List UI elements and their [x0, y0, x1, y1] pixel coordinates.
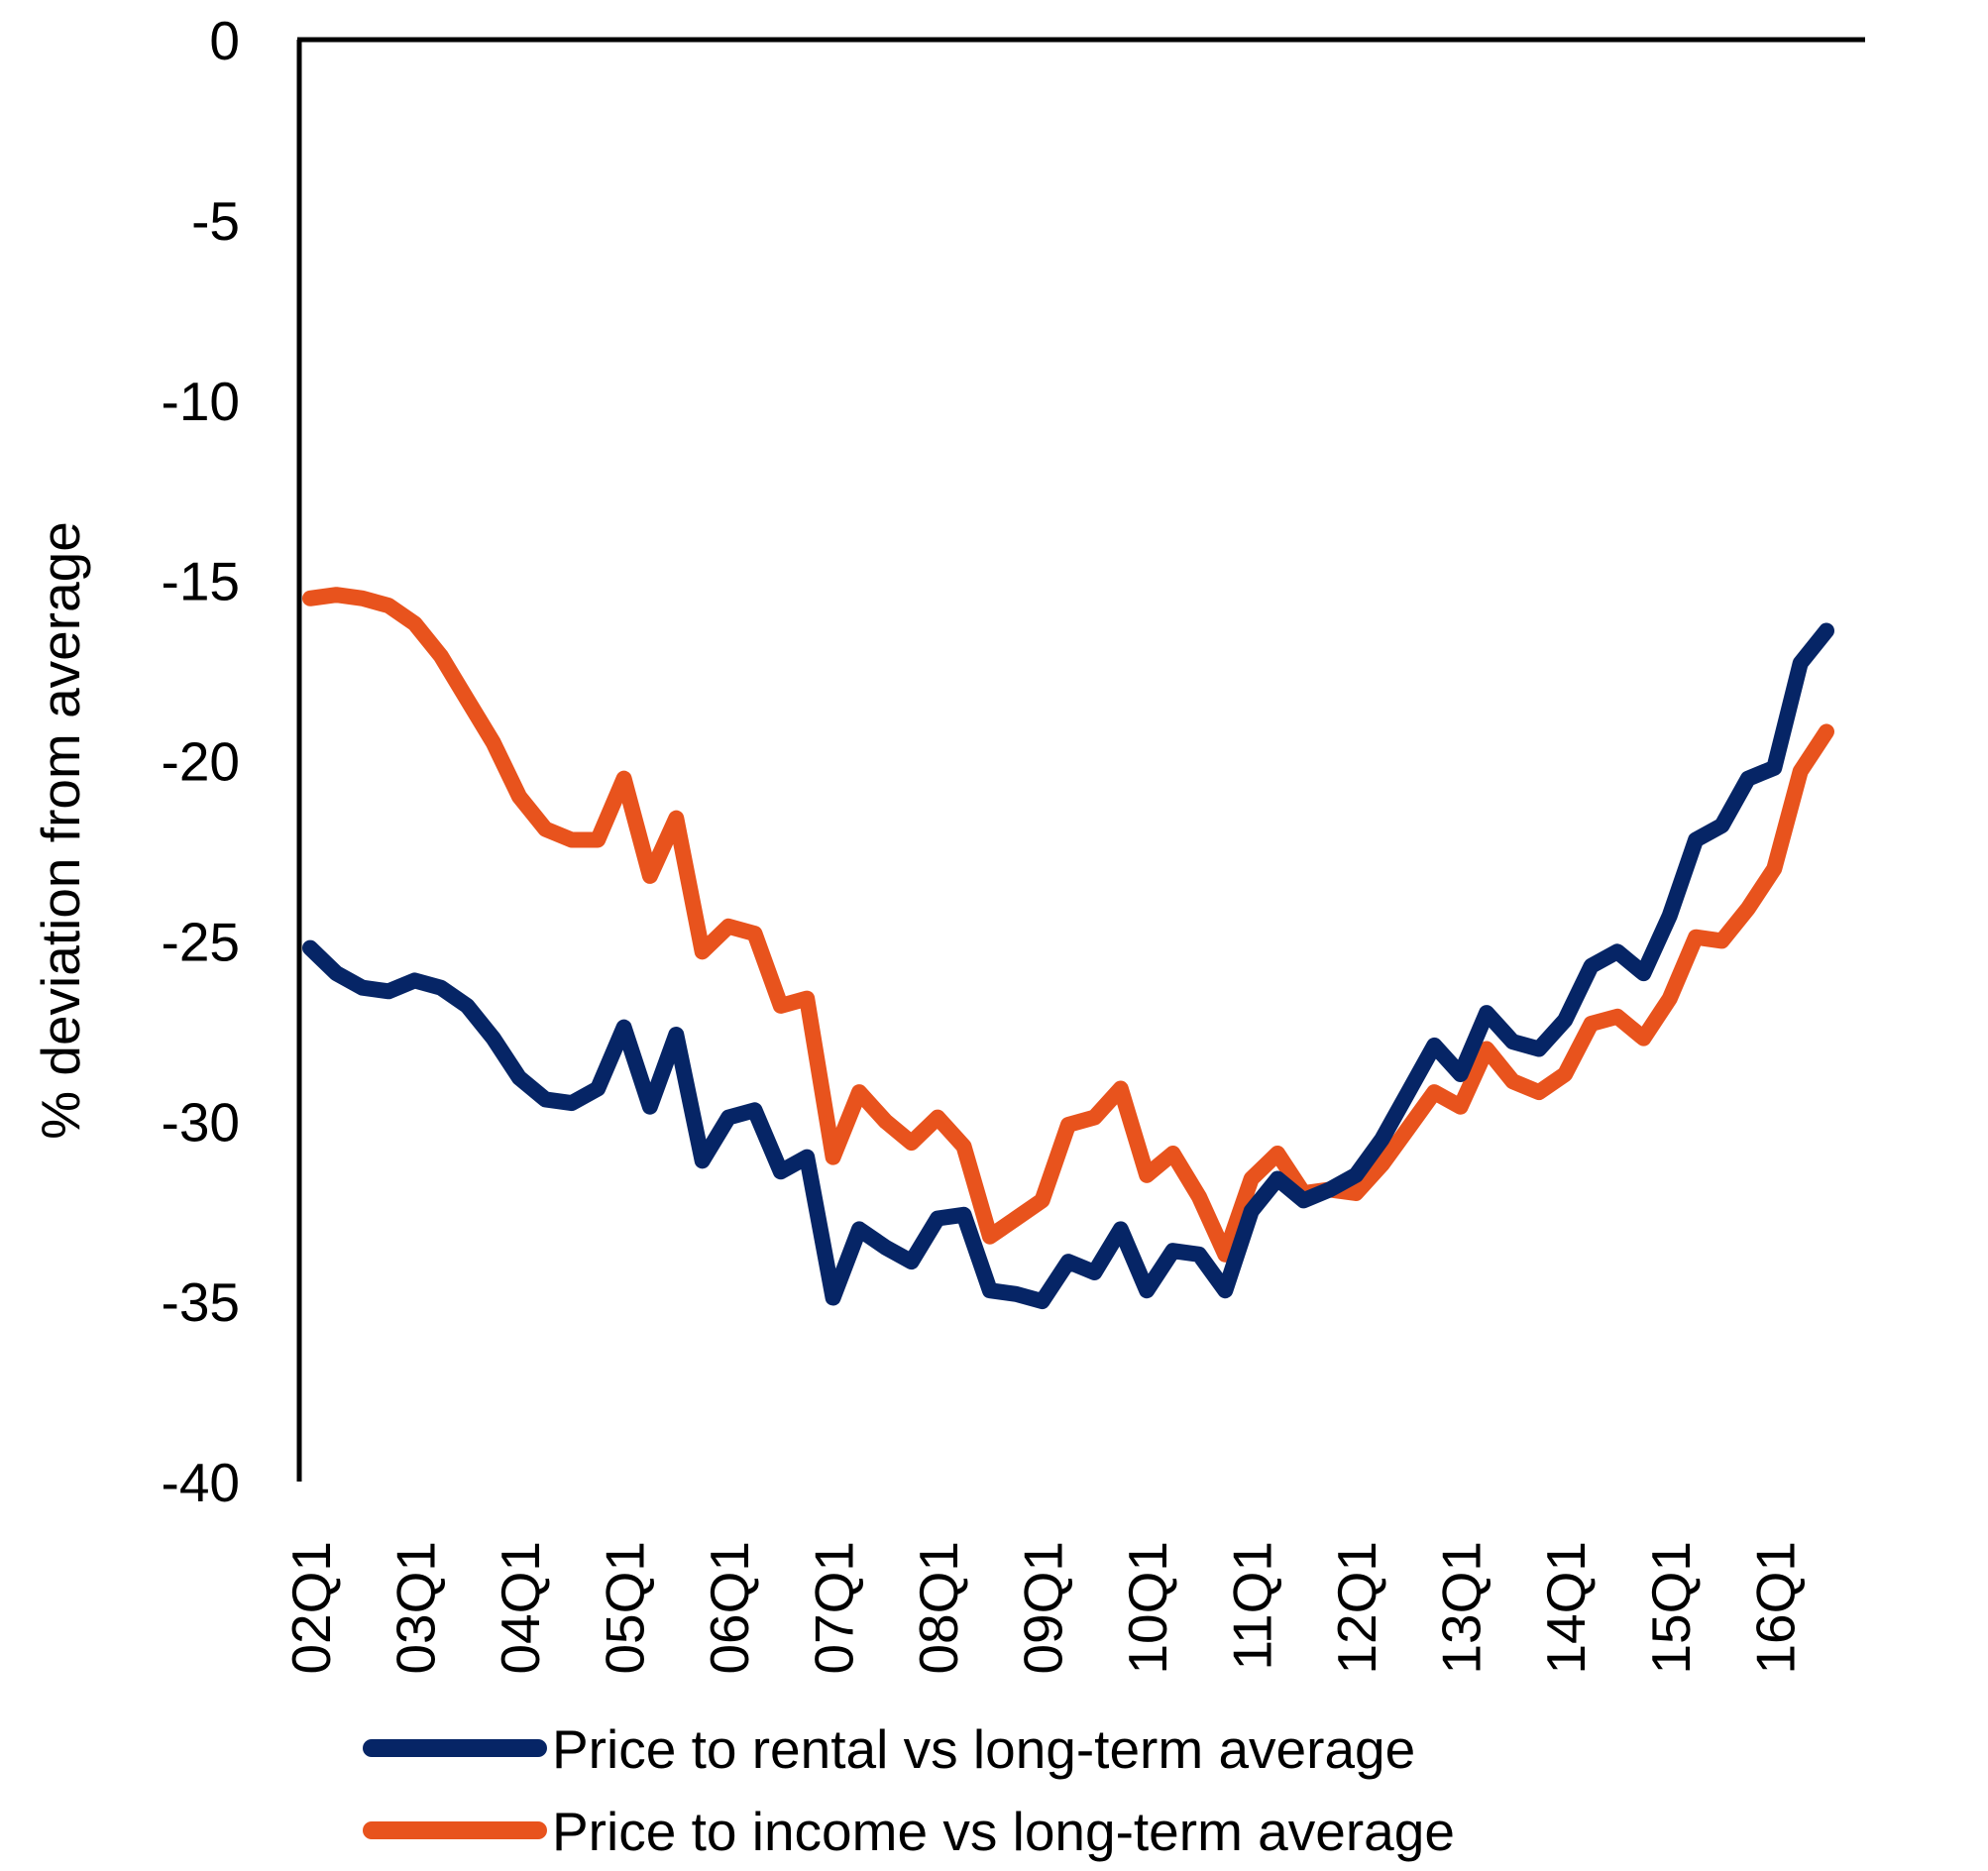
x-tick-label: 14Q1	[1535, 1541, 1597, 1675]
x-tick-label: 09Q1	[1013, 1541, 1074, 1675]
y-tick-labels: 0 -5 -10 -15 -20 -25 -30 -35 -40	[162, 10, 241, 1513]
x-tick-label: 04Q1	[490, 1541, 551, 1675]
y-tick-label: -30	[162, 1091, 241, 1153]
y-tick-label: -10	[162, 371, 241, 432]
x-tick-label: 12Q1	[1326, 1541, 1387, 1675]
legend-item: Price to income vs long-term average	[363, 1801, 1455, 1862]
y-tick-label: -20	[162, 731, 241, 793]
x-tick-label: 15Q1	[1640, 1541, 1702, 1675]
x-tick-label: 11Q1	[1222, 1541, 1283, 1670]
x-tick-label: 08Q1	[908, 1541, 969, 1675]
legend-label: Price to income vs long-term average	[552, 1801, 1455, 1862]
series-lines	[302, 587, 1834, 1310]
y-tick-label: -35	[162, 1271, 241, 1333]
x-tick-labels: 02Q1 03Q1 04Q1 05Q1 06Q1 07Q1 08Q1 09Q1 10Q1 11Q1…	[280, 1541, 1806, 1675]
legend: Price to rental vs long-term average Pric…	[363, 1718, 1455, 1862]
x-tick-label: 03Q1	[386, 1541, 447, 1675]
x-tick-label: 07Q1	[804, 1541, 865, 1675]
x-tick-label: 16Q1	[1744, 1541, 1806, 1675]
legend-item: Price to rental vs long-term average	[363, 1718, 1415, 1780]
y-tick-label: 0	[209, 10, 240, 71]
x-tick-label: 05Q1	[595, 1541, 656, 1675]
y-tick-label: -5	[191, 190, 240, 252]
series-line-price-to-income	[302, 587, 1834, 1263]
x-tick-label: 13Q1	[1431, 1541, 1492, 1675]
y-axis-title: % deviation from average	[30, 521, 91, 1140]
x-tick-label: 02Q1	[280, 1541, 342, 1675]
y-tick-label: -25	[162, 911, 241, 972]
x-tick-label: 06Q1	[699, 1541, 760, 1675]
legend-label: Price to rental vs long-term average	[552, 1718, 1415, 1780]
x-tick-label: 10Q1	[1117, 1541, 1178, 1675]
series-line-price-to-rental	[302, 622, 1834, 1310]
y-tick-label: -40	[162, 1452, 241, 1513]
y-tick-label: -15	[162, 551, 241, 612]
